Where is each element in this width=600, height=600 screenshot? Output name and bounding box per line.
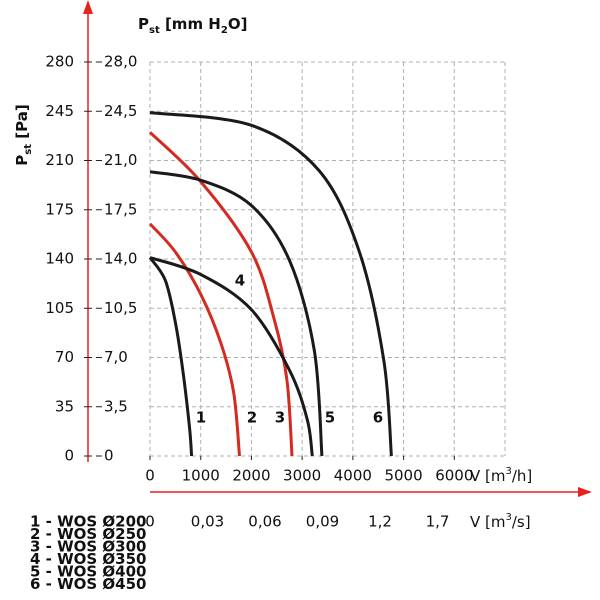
y2-tick-label: 17,5 — [104, 200, 137, 218]
title-part: O] — [228, 15, 248, 33]
title-part: [Pa] — [13, 104, 31, 144]
title-part: 2 — [221, 25, 228, 36]
x-tick-label: 6000 — [435, 467, 473, 485]
y-tick-label: 210 — [45, 151, 74, 169]
y2-tick-label: 28,0 — [104, 53, 137, 71]
y-tick-label: 70 — [55, 348, 74, 366]
curve-label: 3 — [275, 409, 285, 427]
curve — [148, 222, 242, 457]
title-part: /s] — [512, 513, 531, 531]
x-tick-label: 1000 — [182, 467, 220, 485]
curve-label: 2 — [247, 409, 257, 427]
x2-tick-label: 0 — [145, 513, 155, 531]
curve-label: 1 — [196, 409, 206, 427]
y2-tick-label: 0 — [104, 447, 114, 465]
y2-tick-label: 14,0 — [104, 250, 137, 268]
x2-tick-label: 0,06 — [248, 513, 281, 531]
title-part: V [m — [470, 513, 506, 531]
title-part: P — [138, 15, 149, 33]
y-label: Pst [Pa] — [13, 104, 34, 165]
title-part: V [m — [470, 467, 506, 485]
curve — [148, 256, 194, 457]
curve — [148, 131, 294, 457]
y2-tick-label: 24,5 — [104, 102, 137, 120]
legend-entry: 2 - WOS Ø250 — [30, 525, 147, 543]
y2-tick-label: 7,0 — [104, 348, 128, 366]
x2-tick-label: 1,7 — [426, 513, 450, 531]
curve — [149, 256, 314, 457]
x-tick-label: 2000 — [232, 467, 270, 485]
curve — [149, 170, 324, 457]
x2-tick-label: 0,03 — [191, 513, 224, 531]
x-tick-label: 0 — [145, 467, 155, 485]
title-part: st — [149, 25, 160, 36]
y2-tick-label: 10,5 — [104, 299, 137, 317]
curve — [149, 111, 393, 457]
y2-tick-label: 21,0 — [104, 151, 137, 169]
title-part: P — [13, 155, 31, 166]
arrow — [83, 0, 93, 14]
y2-label: Pst [mm H2O] — [138, 15, 247, 36]
x-tick-label: 4000 — [334, 467, 372, 485]
x2-label: V [m3/s] — [470, 512, 531, 531]
y-tick-label: 140 — [45, 250, 74, 268]
arrow — [578, 487, 592, 497]
y-tick-label: 245 — [45, 102, 74, 120]
x2-tick-label: 0,09 — [306, 513, 339, 531]
title-part: /h] — [512, 467, 532, 485]
curve-label: 4 — [235, 272, 245, 290]
legend-entry: 3 - WOS Ø300 — [30, 538, 147, 556]
x-tick-label: 3000 — [283, 467, 321, 485]
y-tick-label: 105 — [45, 299, 74, 317]
title-part: [mm H — [160, 15, 221, 33]
curve-label: 6 — [373, 409, 383, 427]
x-tick-label: 5000 — [384, 467, 422, 485]
y-tick-label: 280 — [45, 53, 74, 71]
title-part: st — [23, 144, 34, 155]
legend-entry: 1 - WOS Ø200 — [30, 513, 147, 531]
y-tick-label: 35 — [55, 397, 74, 415]
legend-entry: 5 - WOS Ø400 — [30, 563, 147, 581]
title-part: 3 — [506, 512, 512, 523]
legend-entry: 4 - WOS Ø350 — [30, 550, 147, 568]
legend-entry: 6 - WOS Ø450 — [30, 575, 147, 593]
y-tick-label: 0 — [64, 447, 74, 465]
x-label: V [m3/h] — [470, 466, 532, 485]
title-part: 3 — [506, 466, 512, 477]
curve-label: 5 — [325, 409, 335, 427]
y2-tick-label: 3,5 — [104, 397, 128, 415]
y-tick-label: 175 — [45, 200, 74, 218]
x2-tick-label: 1,2 — [368, 513, 392, 531]
